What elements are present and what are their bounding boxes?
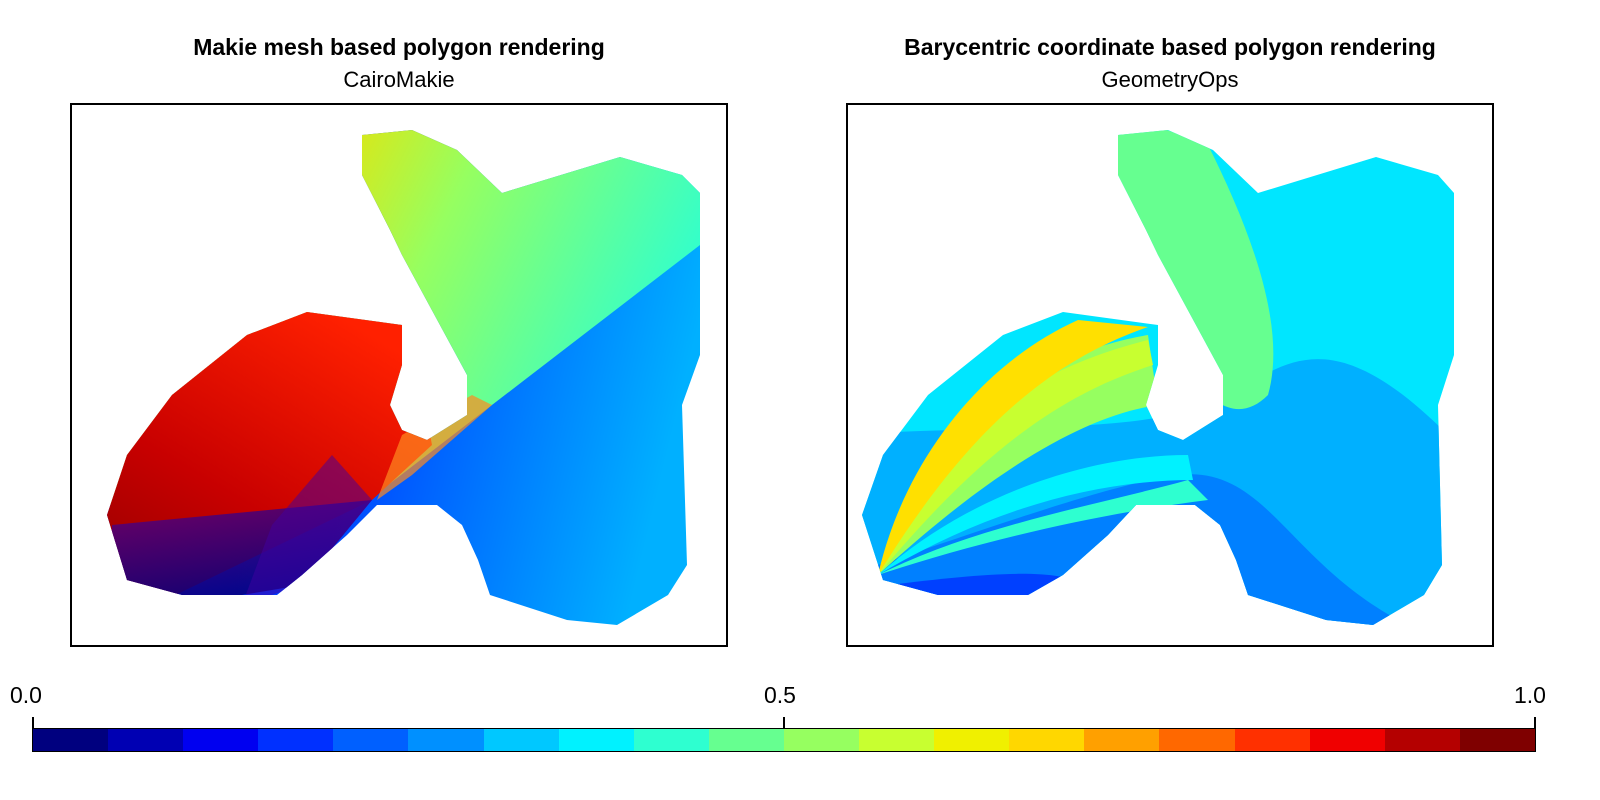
colorbar-segment	[1084, 729, 1160, 751]
right-chart-title: Barycentric coordinate based polygon ren…	[904, 34, 1436, 60]
right-polygon-plot	[862, 130, 1454, 625]
colorbar-segment	[708, 729, 784, 751]
colorbar-tick	[1534, 717, 1536, 729]
colorbar-segment	[1009, 729, 1085, 751]
left-plot-area	[70, 103, 728, 647]
colorbar-segment	[33, 729, 109, 751]
colorbar-segment	[1159, 729, 1235, 751]
colorbar-segment	[1309, 729, 1385, 751]
colorbar-segment	[483, 729, 559, 751]
colorbar-segment	[1459, 729, 1535, 751]
right-plot-area	[846, 103, 1494, 647]
left-chart-title: Makie mesh based polygon rendering	[193, 34, 605, 60]
colorbar-segment	[633, 729, 709, 751]
colorbar-segment	[258, 729, 334, 751]
colorbar-segment	[1234, 729, 1310, 751]
colorbar-segment	[108, 729, 184, 751]
colorbar-segment	[183, 729, 259, 751]
colorbar-segment	[1384, 729, 1460, 751]
left-chart-subtitle: CairoMakie	[343, 67, 455, 92]
colorbar-tick	[32, 717, 34, 729]
colorbar-segment	[333, 729, 409, 751]
right-chart-subtitle: GeometryOps	[1101, 67, 1239, 92]
colorbar-segment	[408, 729, 484, 751]
colorbar-tick-label: 1.0	[1514, 682, 1546, 708]
colorbar-segment	[934, 729, 1010, 751]
colorbar-tick-label: 0.5	[764, 682, 796, 708]
colorbar-segment	[783, 729, 860, 751]
colorbar-tick	[783, 717, 785, 729]
colorbar	[32, 728, 1536, 752]
left-polygon-plot	[107, 130, 700, 625]
colorbar-segment	[558, 729, 634, 751]
colorbar-tick-label: 0.0	[10, 682, 42, 708]
colorbar-segment	[859, 729, 935, 751]
